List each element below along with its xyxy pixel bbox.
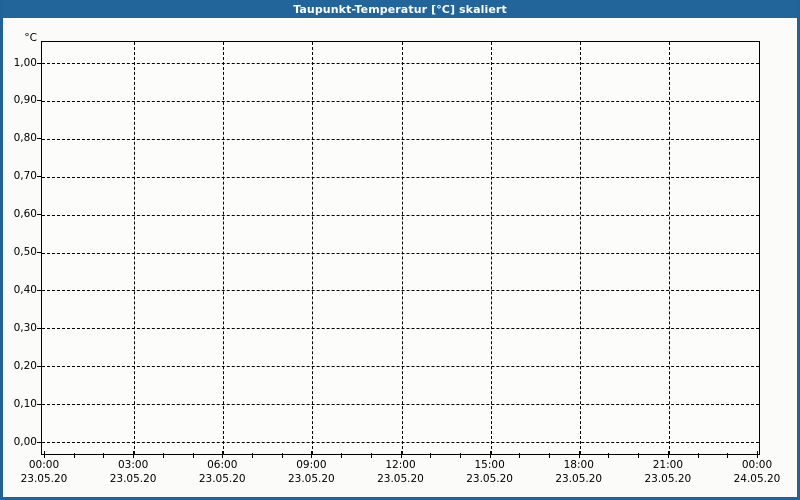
x-axis-minor-tick [162,453,164,458]
x-axis-tick-time: 00:00 [28,459,60,471]
x-axis-minor-tick [519,453,521,458]
x-axis-tick-time: 21:00 [652,459,683,471]
gridline-vertical [579,42,581,454]
y-axis-unit-label: °C [24,32,37,44]
gridline-horizontal [42,63,759,64]
x-axis-minor-tick [697,453,699,458]
gridline-vertical [401,42,403,454]
x-axis-minor-tick [192,453,194,458]
y-axis-tick-label: 0,80 [13,132,37,145]
x-axis-minor-tick [103,453,105,458]
plot-area [41,41,760,455]
x-axis-tick-time: 00:00 [741,459,773,471]
window-title-bar: Taupunkt-Temperatur [°C] skaliert [3,0,797,18]
x-axis-tick-time: 03:00 [117,459,149,471]
x-axis-major-tick [400,451,402,458]
y-axis-tick-mark [37,365,41,367]
y-axis-tick-mark [37,176,41,178]
x-axis-minor-tick [341,453,343,458]
x-axis-tick-date: 23.05.20 [287,473,335,485]
x-axis-tick-date: 23.05.20 [20,473,68,485]
y-axis-tick-label: 0,10 [13,397,37,410]
gridline-horizontal [42,100,759,102]
x-axis-minor-tick [459,453,461,458]
x-axis-minor-tick [251,453,253,458]
x-axis-tick-label: 12:00 23.05.20 [356,458,446,486]
x-axis-tick-date: 23.05.20 [466,473,513,485]
x-axis-major-tick [133,451,135,458]
x-axis-major-tick [757,451,758,458]
x-axis-major-tick [489,451,491,458]
gridline-horizontal [42,138,759,140]
y-axis-tick-mark [37,289,41,291]
gridline-horizontal [42,252,759,254]
page-title: Taupunkt-Temperatur [°C] skaliert [293,2,507,16]
gridline-vertical [312,42,314,454]
gridline-horizontal [42,366,759,368]
x-axis-minor-tick [430,453,432,458]
x-axis-major-tick [578,451,580,458]
x-axis-tick-time: 06:00 [207,459,238,471]
x-axis-tick-label: 06:00 23.05.20 [177,458,267,486]
y-axis-tick-mark [37,403,41,405]
x-axis-minor-tick [549,453,551,458]
x-axis-major-tick [222,451,224,458]
gridline-horizontal [42,176,759,178]
x-axis-tick-time: 15:00 [474,459,505,471]
gridline-vertical [134,42,136,454]
y-axis-tick-label: 0,90 [13,94,37,107]
y-axis-tick-label: 0,60 [13,208,37,221]
x-axis-tick-date: 23.05.20 [555,473,603,485]
y-axis-tick-label: 0,20 [13,359,37,372]
gridline-horizontal [42,328,759,330]
x-axis-tick-date: 23.05.20 [198,473,246,485]
gridline-horizontal [42,442,759,443]
y-axis-tick-mark [37,62,41,64]
x-axis-tick-date: 23.05.20 [109,473,157,485]
y-axis-tick-label: 0,40 [13,283,37,296]
gridline-horizontal [42,404,759,406]
x-axis-major-tick [311,451,313,458]
x-axis-tick-label: 21:00 23.05.20 [623,458,713,486]
y-axis-tick-label: 0,50 [13,246,37,258]
x-axis-major-tick [667,451,669,458]
gridline-vertical [668,42,670,454]
y-axis-labels: 1,00 0,90 0,80 0,70 0,60 0,50 0,40 0,30 0,20 0,10… [3,41,41,455]
x-axis-tick-label: 00:00 23.05.20 [3,458,89,486]
x-axis-minor-tick [727,453,729,458]
y-axis-tick-mark [37,100,41,102]
x-axis-tick-label: 09:00 23.05.20 [266,458,356,486]
y-axis-tick-mark [37,214,41,216]
y-axis-tick-mark [37,252,41,253]
x-axis-tick-date: 23.05.20 [644,473,692,485]
x-axis-tick-label: 18:00 23.05.20 [534,458,624,486]
y-axis-tick-label: 0,30 [13,321,37,334]
x-axis-tick-date: 24.05.20 [733,473,781,485]
y-axis-tick-mark [37,441,41,443]
gridline-vertical [490,42,492,454]
x-axis-tick-date: 23.05.20 [377,473,424,485]
x-axis-labels: 00:00 23.05.20 03:00 23.05.20 06:00 23.05.20 0… [3,451,797,497]
y-axis-tick-label: 1,00 [13,56,37,69]
x-axis-tick-label: 03:00 23.05.20 [88,458,178,486]
x-axis-tick-label: 15:00 23.05.20 [445,458,535,486]
gridline-horizontal [42,290,759,292]
y-axis-tick-label: 0,70 [13,170,37,183]
y-axis-tick-mark [37,138,41,140]
x-axis-minor-tick [370,453,372,458]
y-axis-tick-mark [37,327,41,329]
x-axis-minor-tick [281,453,283,458]
gridline-horizontal [42,214,759,216]
x-axis-major-tick [44,451,45,458]
x-axis-minor-tick [73,453,75,458]
x-axis-tick-label: 00:00 24.05.20 [712,458,797,486]
y-axis-tick-label: 0,00 [13,435,37,448]
x-axis-tick-time: 09:00 [296,459,327,471]
gridline-vertical [223,42,225,454]
x-axis-minor-tick [638,453,640,458]
x-axis-tick-time: 12:00 [385,459,416,471]
x-axis-tick-time: 18:00 [563,459,594,471]
x-axis-minor-tick [608,453,610,458]
